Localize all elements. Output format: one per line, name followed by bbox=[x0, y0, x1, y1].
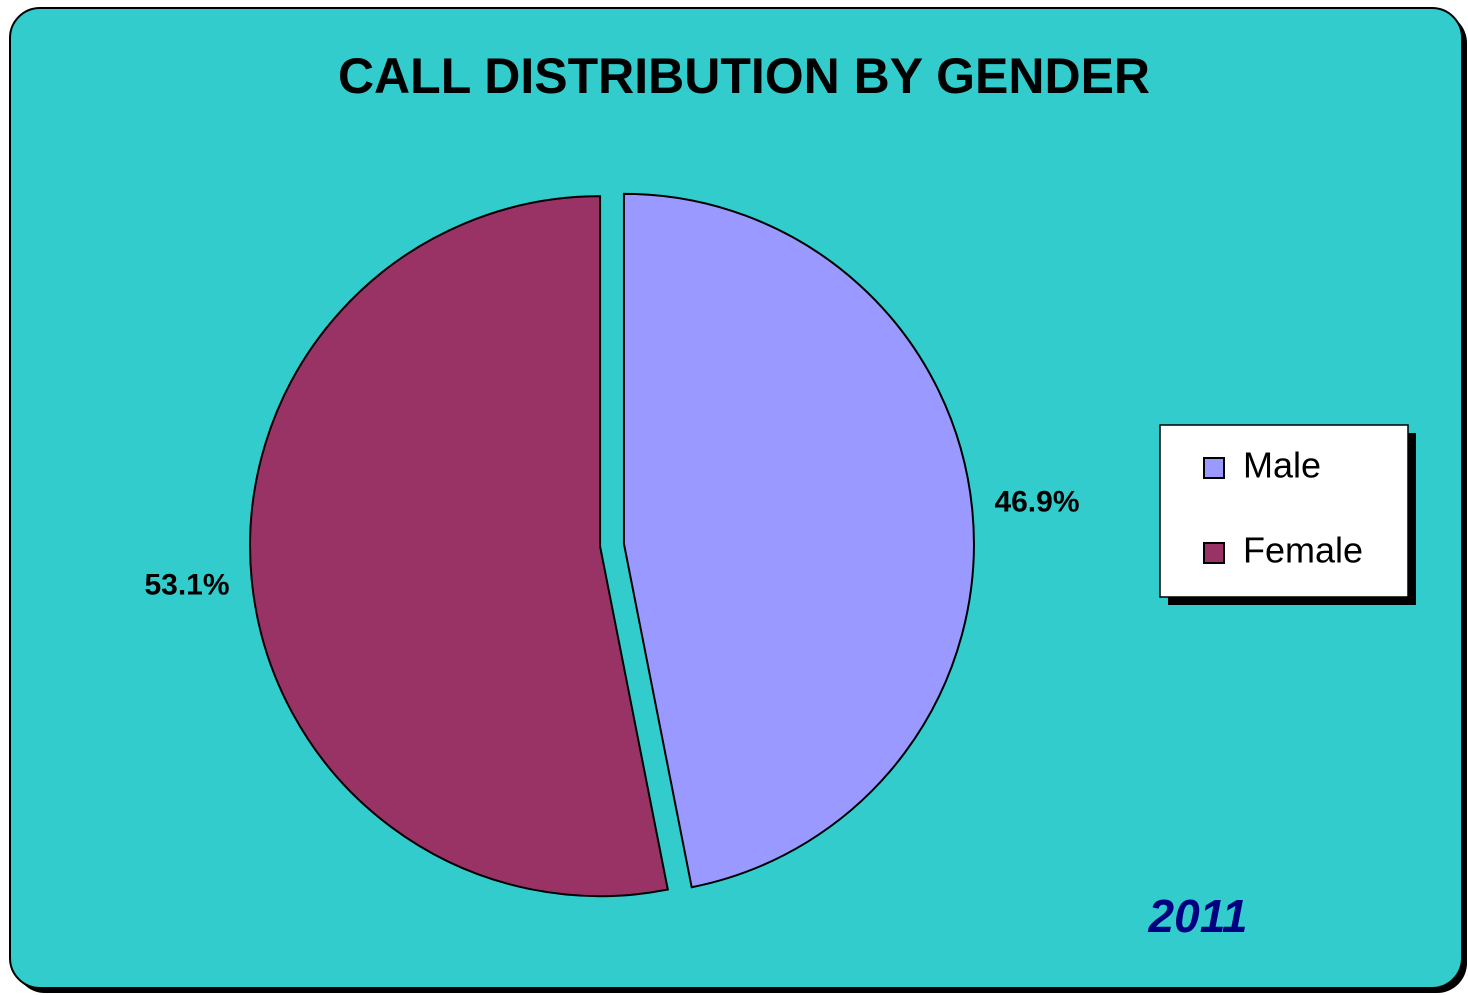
data-label: 46.9% bbox=[994, 485, 1079, 518]
chart-title: CALL DISTRIBUTION BY GENDER bbox=[338, 48, 1150, 104]
pie-slice bbox=[622, 192, 975, 889]
legend-swatch bbox=[1203, 542, 1225, 564]
legend bbox=[1159, 424, 1416, 605]
legend-box bbox=[1159, 424, 1409, 598]
legend-label: Male bbox=[1243, 445, 1321, 486]
data-label: 53.1% bbox=[144, 568, 229, 601]
pie-slice bbox=[249, 195, 669, 898]
year-annotation: 2011 bbox=[1148, 890, 1248, 942]
legend-label: Female bbox=[1243, 530, 1363, 571]
legend-swatch bbox=[1203, 457, 1225, 479]
